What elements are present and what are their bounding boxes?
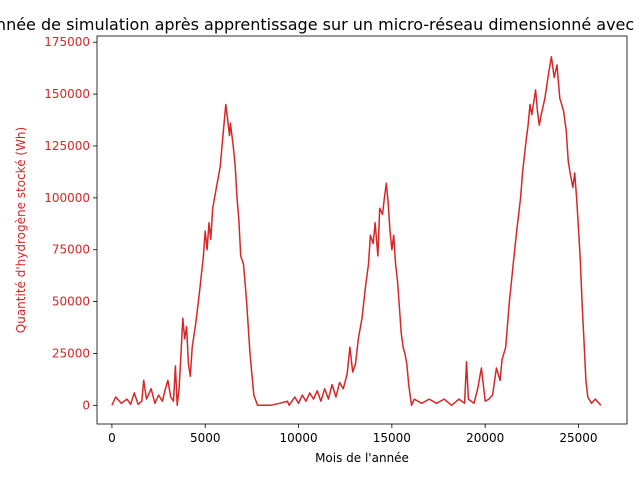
x-axis: 0 5000 10000 15000 20000 25000 [108, 424, 598, 445]
series-line-hydrogen [111, 55, 602, 407]
chart-title: Année de simulation après apprentissage … [0, 15, 640, 34]
y-tick-label: 125000 [44, 139, 90, 153]
y-axis-label: Quantité d'hydrogène stocké (Wh) [14, 127, 28, 333]
y-tick-label: 150000 [44, 87, 90, 101]
x-tick-label: 10000 [279, 431, 317, 445]
y-tick-label: 25000 [52, 346, 90, 360]
x-tick-label: 5000 [190, 431, 221, 445]
y-tick-label: 175000 [44, 35, 90, 49]
y-tick-label: 0 [82, 398, 90, 412]
y-tick-label: 75000 [52, 243, 90, 257]
x-tick-label: 0 [108, 431, 116, 445]
x-axis-label: Mois de l'année [315, 451, 409, 465]
y-tick-label: 100000 [44, 191, 90, 205]
x-tick-label: 15000 [373, 431, 411, 445]
x-tick-label: 20000 [466, 431, 504, 445]
x-tick-label: 25000 [559, 431, 597, 445]
axes-frame [96, 35, 628, 425]
y-tick-label: 50000 [52, 295, 90, 309]
y-axis: 0 25000 50000 75000 100000 125000 150000 175000 [44, 35, 97, 412]
